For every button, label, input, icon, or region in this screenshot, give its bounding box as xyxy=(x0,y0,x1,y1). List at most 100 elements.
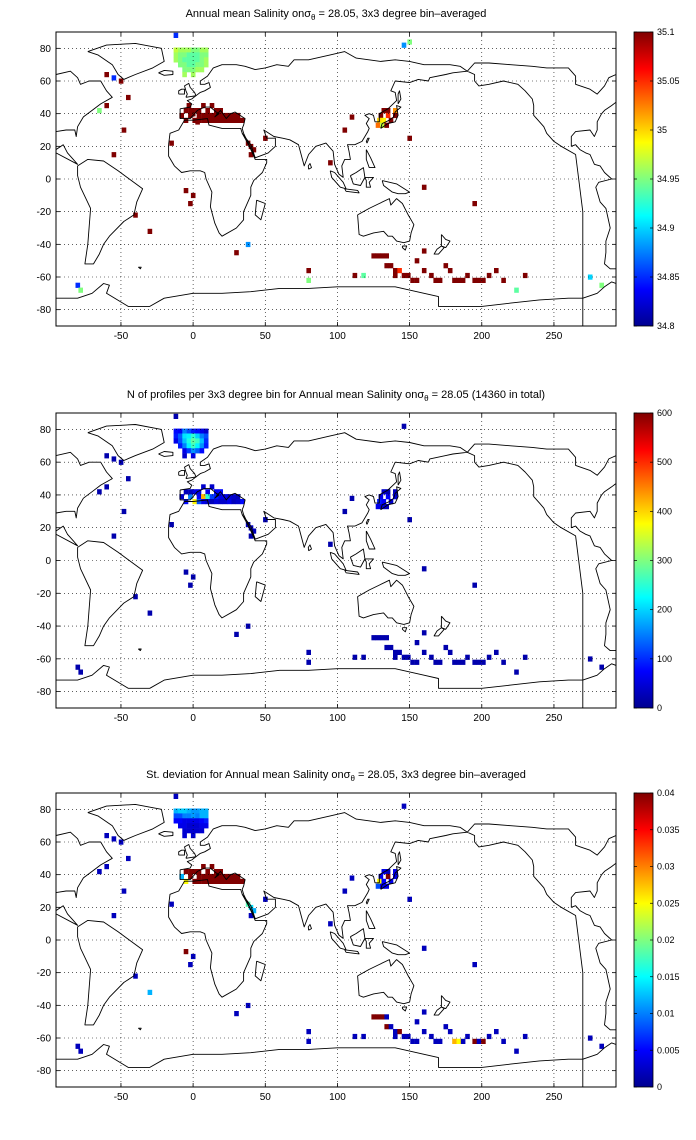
bin-cell xyxy=(218,873,223,880)
coastline xyxy=(178,849,185,856)
colorbar-tick-label: 0.02 xyxy=(657,935,675,945)
bin-cell xyxy=(133,212,138,218)
bin-cell xyxy=(465,1033,470,1040)
bin-cell xyxy=(182,818,187,824)
bin-cell xyxy=(190,67,196,73)
bin-cell xyxy=(375,122,381,128)
bin-cell xyxy=(118,78,124,84)
bin-cell xyxy=(384,122,389,128)
coastline xyxy=(307,163,312,170)
coastline xyxy=(184,82,197,98)
colorbar-tick-label: 35.05 xyxy=(657,76,680,86)
bin-cell xyxy=(349,875,355,881)
bin-cell xyxy=(393,869,398,875)
bin-cell xyxy=(126,476,131,482)
bin-cell xyxy=(375,883,381,889)
bin-cell xyxy=(188,582,193,588)
bin-cell xyxy=(393,873,398,880)
bin-cell xyxy=(388,263,394,269)
bin-cell xyxy=(147,610,153,616)
x-tick-label: 200 xyxy=(473,331,490,342)
y-tick-label: 80 xyxy=(40,44,52,55)
bin-cell xyxy=(443,1024,449,1030)
bin-cell xyxy=(222,112,228,119)
bin-cell xyxy=(328,160,333,166)
bin-cell xyxy=(178,62,183,68)
bin-cell xyxy=(414,1019,420,1025)
coastline xyxy=(307,924,312,931)
bin-cell xyxy=(384,1014,389,1020)
bin-cell xyxy=(186,57,192,63)
bin-cell xyxy=(186,433,192,439)
bin-cell xyxy=(501,659,506,665)
colorbar-tick-label: 600 xyxy=(657,408,672,418)
bin-cell xyxy=(222,499,228,505)
coastline xyxy=(380,105,402,129)
bin-cell xyxy=(186,52,192,58)
bin-cell xyxy=(385,489,391,495)
bin-cell xyxy=(342,127,348,133)
bin-cell xyxy=(501,277,506,283)
bin-cell xyxy=(481,1038,486,1044)
bin-cell xyxy=(126,855,131,862)
bin-cell xyxy=(195,433,200,439)
bin-cell xyxy=(195,823,200,829)
bin-cell xyxy=(183,489,189,495)
bin-cell xyxy=(178,47,183,53)
bin-cell xyxy=(199,428,205,434)
bin-cell xyxy=(227,499,232,505)
coastline xyxy=(433,627,445,637)
bin-cell xyxy=(183,188,189,194)
bin-cell xyxy=(388,1024,394,1030)
bin-cell xyxy=(104,453,109,459)
coastline xyxy=(466,823,616,1087)
bin-cell xyxy=(190,828,196,834)
y-tick-label: 20 xyxy=(40,903,52,914)
bin-cell xyxy=(381,117,387,123)
bin-cell xyxy=(179,112,184,119)
bin-cell xyxy=(201,499,206,505)
coastline xyxy=(357,579,415,625)
bin-cell xyxy=(522,654,528,660)
bin-cell xyxy=(587,656,593,662)
coastline xyxy=(138,648,142,652)
coastline xyxy=(241,133,256,158)
coastline xyxy=(466,62,616,326)
bin-cell xyxy=(97,108,102,114)
coastline xyxy=(241,894,256,919)
bin-cell xyxy=(393,494,398,500)
coastline xyxy=(307,544,312,552)
bin-cell xyxy=(178,813,183,819)
bin-cell xyxy=(188,962,193,968)
map-panel-2: N of profiles per 3x3 degree bin for Ann… xyxy=(37,389,672,724)
bin-cell xyxy=(494,649,499,655)
bin-cell xyxy=(421,945,427,951)
coastline xyxy=(138,266,142,270)
bin-cell xyxy=(214,489,219,495)
bin-cell xyxy=(195,443,200,449)
bin-cell xyxy=(203,62,209,68)
bin-cell xyxy=(472,659,477,665)
colorbar: 34.8 34.85 34.9 34.95 35 35.05 35.1 xyxy=(633,27,680,331)
bin-cell xyxy=(188,108,193,114)
bin-cell xyxy=(75,282,81,288)
bin-cell xyxy=(214,499,219,505)
bin-cell xyxy=(406,272,411,279)
bin-cell xyxy=(522,272,528,279)
colorbar-tick-label: 0.025 xyxy=(657,898,680,908)
bin-cell xyxy=(190,72,196,78)
x-tick-label: 150 xyxy=(401,331,418,342)
bin-cell xyxy=(182,52,187,58)
bin-cell xyxy=(186,818,192,824)
bin-cell xyxy=(472,201,477,207)
bin-cell xyxy=(186,47,192,53)
bin-cell xyxy=(111,913,117,919)
colorbar-tick-label: 0.035 xyxy=(657,825,680,835)
bin-cell xyxy=(199,433,205,439)
bin-cell xyxy=(406,1033,411,1040)
bin-cell xyxy=(199,448,205,454)
bin-cell xyxy=(182,813,187,819)
bin-cell xyxy=(328,541,333,547)
y-tick-label: -60 xyxy=(37,1034,52,1045)
